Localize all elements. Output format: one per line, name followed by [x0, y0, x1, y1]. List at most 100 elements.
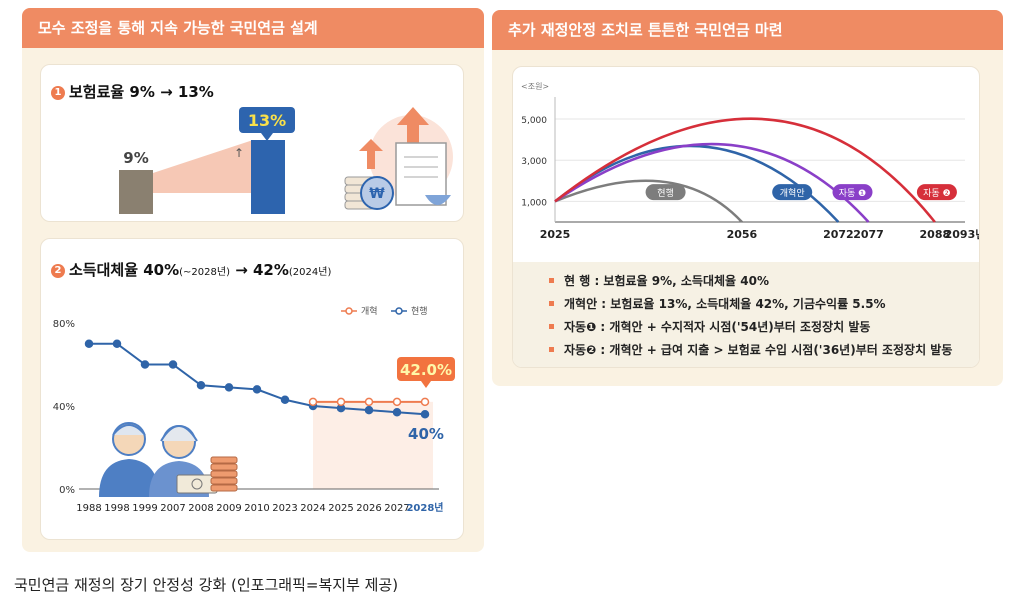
callout-42-pointer: [421, 381, 431, 388]
series-tag-label-0: 현행: [657, 187, 674, 199]
x-tick-label: 2056: [727, 228, 758, 241]
x-tick-label: 2008: [188, 503, 213, 514]
up-arrow-mark: ↑: [234, 146, 244, 160]
fund-projection-chart: <조원> 5,000 3,000 1,000 2025 2056 2072 2077 20882…: [521, 82, 979, 241]
note-row-current: 현 행 : 보험료율 9%, 소득대체율 40%: [549, 272, 769, 289]
series-point-현행: [252, 385, 262, 394]
series-point-현행: [420, 410, 430, 419]
series-point-개혁: [420, 397, 430, 407]
series-point-현행: [84, 339, 94, 348]
series-tag-3: [916, 184, 957, 201]
x-tick-label: 2025: [328, 503, 353, 514]
y-tick-label: 40%: [53, 402, 75, 413]
y-tick-label: 3,000: [521, 157, 547, 167]
series-point-현행: [224, 383, 234, 392]
projection-line-1: [554, 144, 840, 223]
premium-rate-card: 1 보험료율 9% → 13% 9% 13% ↑: [40, 64, 464, 222]
note-text: : 개혁안 + 수지적자 시점('54년)부터 조정장치 발동: [596, 320, 871, 334]
series-point-개혁: [308, 397, 318, 407]
y-tick-label: 1,000: [521, 198, 547, 208]
right-banner: 추가 재정안정 조치로 튼튼한 국민연금 마련: [492, 10, 1003, 50]
svg-text:₩: ₩: [369, 186, 385, 202]
callout-42-label: 42.0%: [400, 361, 452, 379]
rate-bar-13: [251, 140, 285, 214]
note-text: : 보험료율 13%, 소득대체율 42%, 기금수익률 5.5%: [597, 297, 886, 311]
x-tick-label: 2024: [300, 503, 325, 514]
series-point-현행: [280, 395, 290, 405]
series-point-현행: [364, 405, 374, 415]
series-point-개혁: [336, 397, 346, 407]
fund-projection-card: <조원> 5,000 3,000 1,000 2025 2056 2072 2077 2088 2…: [512, 66, 980, 368]
x-tick-label: 1988: [76, 503, 101, 514]
series-tag-label-3: 자동 ❷: [923, 188, 951, 199]
legend-marker-현행: [395, 307, 403, 315]
series-tag-label-1: 개혁안: [780, 188, 805, 199]
series-point-개혁: [392, 397, 402, 407]
x-tick-label: 2026: [356, 503, 381, 514]
series-point-현행: [392, 407, 402, 417]
projection-line-3: [554, 117, 936, 223]
step-1-badge: 1: [51, 86, 65, 100]
series-point-현행: [196, 381, 206, 390]
x-tick-label: 2007: [160, 503, 185, 514]
x-tick-label: 1999: [132, 503, 157, 514]
title-sub-1: (~2028년): [179, 267, 230, 278]
rate-bar-9: [119, 170, 153, 214]
note-text: : 개혁안 + 급여 지출 > 보험료 수입 시점('36년)부터 조정장치 발…: [596, 343, 953, 357]
note-text: : 보험료율 9%, 소득대체율 40%: [590, 274, 769, 288]
note-row-auto2: 자동❷ : 개혁안 + 급여 지출 > 보험료 수입 시점('36년)부터 조정…: [549, 341, 952, 358]
series-point-현행: [140, 360, 150, 369]
left-banner: 모수 조정을 통해 지속 가능한 국민연금 설계: [22, 8, 484, 48]
left-panel: 모수 조정을 통해 지속 가능한 국민연금 설계 1 보험료율 9% → 13% …: [22, 8, 484, 552]
y-tick-label: 5,000: [521, 116, 547, 126]
note-row-auto1: 자동❶ : 개혁안 + 수지적자 시점('54년)부터 조정장치 발동: [549, 318, 870, 335]
x-tick-label: 1998: [104, 503, 129, 514]
rate-label-13: 13%: [248, 111, 286, 130]
title-sub-2: (2024년): [288, 267, 332, 278]
title-main: 소득대체율 40%: [69, 261, 180, 279]
x-tick-label: 2088: [920, 228, 951, 241]
note-row-reform: 개혁안 : 보험료율 13%, 소득대체율 42%, 기금수익률 5.5%: [549, 295, 886, 312]
projection-line-0: [554, 179, 743, 223]
note-key: 자동❷: [564, 343, 597, 357]
series-tag-2: [832, 184, 873, 201]
x-tick-label: 2010: [244, 503, 269, 514]
rate-callout-13: [239, 107, 295, 133]
premium-rate-title: 1 보험료율 9% → 13%: [51, 81, 214, 102]
reform-period-shade: [313, 401, 433, 489]
x-tick-label: 2027: [384, 503, 409, 514]
step-2-badge: 2: [51, 264, 65, 278]
x-tick-label: 2093년: [945, 227, 979, 241]
series-tag-label-2: 자동 ❶: [839, 188, 867, 199]
y-tick-label: 0%: [59, 485, 75, 496]
title-arrow: → 42%: [229, 261, 289, 279]
replacement-rate-chart: 80% 40% 0%1988 1998 1999 2007 2008 2009 2010 2023…: [53, 305, 455, 514]
replacement-rate-title: 2 소득대체율 40%(~2028년) → 42%(2024년): [51, 259, 331, 280]
y-unit-label: <조원>: [521, 82, 549, 91]
x-tick-label: 2028년: [406, 501, 443, 514]
replacement-rate-card: 2 소득대체율 40%(~2028년) → 42%(2024년) 80% 40% 0%…: [40, 238, 464, 540]
rate-callout-pointer: [261, 133, 273, 141]
projection-line-2: [554, 142, 870, 223]
up-arrow-icon: [397, 107, 429, 155]
legend-marker-개혁: [345, 307, 353, 315]
x-tick-label: 2025: [540, 228, 571, 241]
premium-rate-title-text: 보험료율 9% → 13%: [69, 83, 214, 101]
rate-label-9: 9%: [123, 149, 148, 167]
legend-label-개혁: 개혁: [361, 306, 378, 317]
x-tick-label: 2023: [272, 503, 297, 514]
x-tick-label: 2072: [823, 228, 854, 241]
note-key: 개혁안: [564, 297, 598, 311]
notes-box: 현 행 : 보험료율 9%, 소득대체율 40% 개혁안 : 보험료율 13%,…: [513, 262, 979, 367]
note-key: 현 행: [564, 274, 591, 288]
legend-label-현행: 현행: [411, 305, 428, 317]
x-tick-label: 2009: [216, 503, 241, 514]
x-tick-label: 2077: [853, 228, 884, 241]
elderly-couple-icon: [99, 422, 238, 497]
callout-42-box: [397, 357, 455, 381]
series-point-개혁: [364, 397, 374, 407]
series-tag-1: [772, 184, 813, 201]
coin-document-icon: ₩: [344, 107, 453, 210]
series-point-현행: [112, 339, 122, 348]
image-caption: 국민연금 재정의 장기 안정성 강화 (인포그래픽=복지부 제공): [14, 576, 399, 594]
